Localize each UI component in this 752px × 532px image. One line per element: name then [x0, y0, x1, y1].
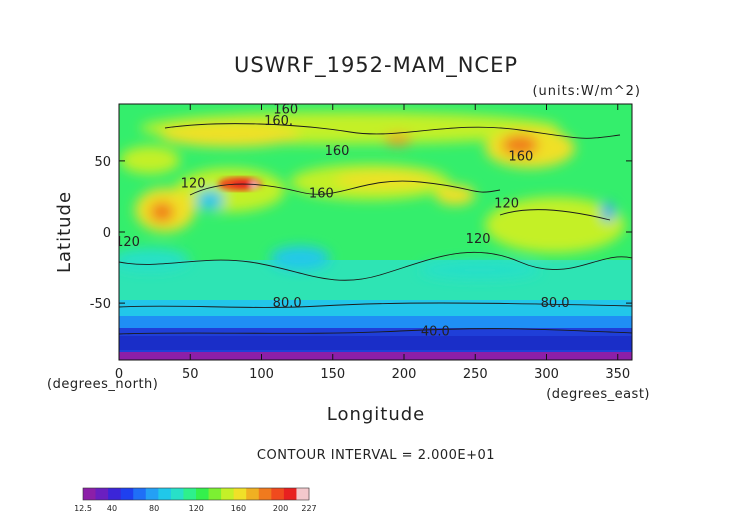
- colorbar-swatch: [233, 488, 247, 500]
- y-axis-label: Latitude: [54, 191, 75, 273]
- y-tick-label: 0: [103, 226, 111, 241]
- colorbar-swatch: [196, 488, 210, 500]
- field-band-south-mid: [119, 314, 632, 328]
- contour-label: 160: [309, 187, 334, 202]
- contour-label: 80.0: [541, 296, 570, 311]
- field-region-cyan-south-3: [420, 260, 540, 280]
- contour-line-160-mid: [189, 180, 501, 196]
- field-region-west-lime: [120, 146, 180, 174]
- field-region-cyan-west: [119, 248, 190, 272]
- x-tick-label: 50: [182, 367, 199, 382]
- y-axis-ticks: 50 0 -50: [90, 155, 632, 312]
- colorbar-swatch: [120, 488, 134, 500]
- colorbar-swatch: [183, 488, 197, 500]
- contour-label: 160: [325, 144, 350, 159]
- y-tick-label: 50: [94, 155, 111, 170]
- colorbar-max-label: 227: [301, 504, 316, 513]
- contour-label: 80.0: [273, 296, 302, 311]
- x-units-label: (degrees_east): [546, 387, 650, 402]
- colorbar-swatch: [83, 488, 97, 500]
- field-region-cyan-south-1: [270, 246, 330, 270]
- contour-interval-text: CONTOUR INTERVAL = 2.000E+01: [257, 448, 495, 463]
- colorbar-tick-label: 40: [107, 504, 117, 513]
- contour-line-160-north: [164, 123, 621, 139]
- field-band-south-deep: [119, 336, 632, 350]
- colorbar-swatch: [283, 488, 297, 500]
- contour-label: 160: [273, 103, 298, 118]
- colorbar-min-label: 12.5: [74, 504, 92, 513]
- contour-label: 120: [494, 197, 519, 212]
- colorbar-swatch: [170, 488, 184, 500]
- units-label: (units:W/m^2): [532, 84, 641, 99]
- colorbar-swatch: [95, 488, 109, 500]
- colorbar-swatch: [258, 488, 272, 500]
- field-region-mid-yellow: [335, 172, 435, 188]
- contour-line-40-south: [119, 328, 632, 335]
- colorbar-swatch: [145, 488, 159, 500]
- x-tick-label: 150: [320, 367, 345, 382]
- field-band-subtropic: [119, 258, 632, 300]
- colorbar-swatch: [246, 488, 260, 500]
- field-region-africa-core: [150, 202, 174, 222]
- x-tick-label: 0: [115, 367, 123, 382]
- contour-label: 120: [466, 232, 491, 247]
- colorbar-swatch: [296, 488, 310, 500]
- field-region-north-orange: [502, 135, 538, 155]
- contour-label: 120: [115, 235, 140, 250]
- colorbar-swatch: [108, 488, 122, 500]
- colorbar-swatch: [133, 488, 147, 500]
- colorbar: 12.5 227 40 80 120 160 200: [74, 487, 317, 513]
- field-region-north-yellow-west: [160, 123, 300, 147]
- field-region-cyan-east-spot: [602, 202, 614, 222]
- contour-label: 40.0: [421, 325, 450, 340]
- x-tick-label: 250: [463, 367, 488, 382]
- field-hotspot-core: [250, 182, 258, 188]
- x-tick-label: 350: [605, 367, 630, 382]
- field-region-cyan-south-2: [196, 190, 224, 210]
- x-axis-label: Longitude: [327, 404, 426, 425]
- colorbar-tick-label: 120: [189, 504, 204, 513]
- contour-line-120-east: [499, 209, 611, 221]
- y-tick-label: -50: [90, 297, 111, 312]
- colorbar-tick-label: 200: [273, 504, 288, 513]
- x-tick-label: 200: [392, 367, 417, 382]
- contour-line-120-south: [119, 251, 632, 281]
- colorbar-swatch: [158, 488, 172, 500]
- field-band-south-sub: [119, 298, 632, 316]
- chart-title: USWRF_1952-MAM_NCEP: [234, 53, 518, 78]
- x-axis-ticks: 0 50 100 150 200 250 300 350: [115, 104, 630, 382]
- contour-lines: [119, 123, 632, 335]
- contour-line-80-south: [119, 302, 632, 308]
- contour-label: 120: [181, 177, 206, 192]
- x-tick-label: 300: [534, 367, 559, 382]
- colorbar-swatch: [221, 488, 235, 500]
- colorbar-tick-label: 160: [231, 504, 246, 513]
- colorbar-swatch: [271, 488, 285, 500]
- field-band-polar-south: [119, 350, 632, 360]
- y-units-label: (degrees_north): [47, 377, 158, 392]
- contour-label: 160: [508, 150, 533, 165]
- field-region-pacific-yellow: [435, 185, 475, 205]
- x-tick-label: 100: [249, 367, 274, 382]
- colorbar-swatch: [208, 488, 222, 500]
- colorbar-frame: [82, 487, 310, 501]
- colorbar-tick-label: 80: [149, 504, 159, 513]
- contour-label: 160.: [264, 114, 293, 129]
- field-region-north-orange-2: [384, 134, 412, 146]
